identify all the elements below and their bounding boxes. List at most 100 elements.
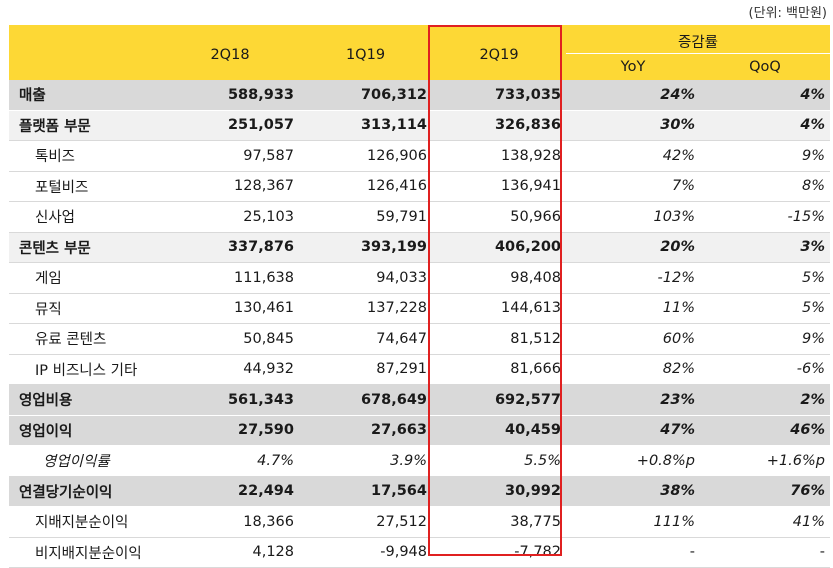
cell-qoq: +1.6%p <box>700 445 830 477</box>
row-label: 톡비즈 <box>9 140 161 172</box>
cell-1q19: 27,512 <box>299 506 432 538</box>
cell-yoy: 42% <box>566 140 700 172</box>
cell-qoq: 9% <box>700 140 830 172</box>
table-row: 콘텐츠 부문 337,876 393,199 406,200 20% 3% <box>9 232 830 263</box>
cell-1q19: 94,033 <box>299 262 432 294</box>
cell-1q19: -9,948 <box>299 537 432 568</box>
cell-2q19: 38,775 <box>432 506 566 538</box>
cell-2q19: 5.5% <box>432 445 566 477</box>
cell-yoy: 82% <box>566 354 700 385</box>
cell-2q18: 130,461 <box>161 293 299 324</box>
cell-yoy: 30% <box>566 110 700 141</box>
cell-qoq: 4% <box>700 80 830 111</box>
cell-1q19: 313,114 <box>299 110 432 141</box>
cell-yoy: 47% <box>566 415 700 446</box>
cell-qoq: 76% <box>700 476 830 507</box>
cell-2q19: 40,459 <box>432 415 566 446</box>
financial-table: 2Q18 1Q19 2Q19 증감률 YoY QoQ 매출 588,933 70… <box>9 25 830 568</box>
cell-1q19: 17,564 <box>299 476 432 507</box>
cell-yoy: 111% <box>566 506 700 538</box>
cell-yoy: 24% <box>566 80 700 111</box>
row-label: 신사업 <box>9 201 161 233</box>
cell-yoy: 60% <box>566 323 700 355</box>
cell-yoy: 103% <box>566 201 700 233</box>
cell-2q19: 692,577 <box>432 384 566 416</box>
table-row: 지배지분순이익 18,366 27,512 38,775 111% 41% <box>9 506 830 538</box>
cell-2q18: 4,128 <box>161 537 299 568</box>
table-row: IP 비즈니스 기타 44,932 87,291 81,666 82% -6% <box>9 354 830 385</box>
cell-2q18: 44,932 <box>161 354 299 385</box>
cell-2q18: 25,103 <box>161 201 299 233</box>
cell-yoy: 38% <box>566 476 700 507</box>
cell-2q18: 97,587 <box>161 140 299 172</box>
table-row: 영업비용 561,343 678,649 692,577 23% 2% <box>9 384 830 416</box>
table-row: 유료 콘텐츠 50,845 74,647 81,512 60% 9% <box>9 323 830 355</box>
header-qoq: QoQ <box>700 53 830 80</box>
table-header-row-1: 2Q18 1Q19 2Q19 증감률 <box>9 25 830 80</box>
cell-qoq: 5% <box>700 262 830 294</box>
cell-qoq: 2% <box>700 384 830 416</box>
cell-2q18: 50,845 <box>161 323 299 355</box>
cell-qoq: 4% <box>700 110 830 141</box>
table-row: 매출 588,933 706,312 733,035 24% 4% <box>9 80 830 111</box>
table-header-row-2: YoY QoQ <box>9 53 830 80</box>
row-label: 비지배지분순이익 <box>9 537 161 568</box>
cell-2q19: 98,408 <box>432 262 566 294</box>
row-label: 플랫폼 부문 <box>9 110 161 141</box>
cell-yoy: 7% <box>566 171 700 202</box>
cell-1q19: 87,291 <box>299 354 432 385</box>
table-row: 플랫폼 부문 251,057 313,114 326,836 30% 4% <box>9 110 830 141</box>
cell-1q19: 126,906 <box>299 140 432 172</box>
cell-1q19: 137,228 <box>299 293 432 324</box>
cell-1q19: 59,791 <box>299 201 432 233</box>
cell-qoq: 46% <box>700 415 830 446</box>
header-yoy: YoY <box>566 53 700 80</box>
cell-qoq: 3% <box>700 232 830 263</box>
row-label: 연결당기순이익 <box>9 476 161 507</box>
row-label: 영업이익 <box>9 415 161 446</box>
cell-2q19: 406,200 <box>432 232 566 263</box>
header-2q19: 2Q19 <box>432 25 566 80</box>
cell-2q19: 144,613 <box>432 293 566 324</box>
cell-2q19: 326,836 <box>432 110 566 141</box>
cell-qoq: -15% <box>700 201 830 233</box>
cell-yoy: -12% <box>566 262 700 294</box>
cell-1q19: 678,649 <box>299 384 432 416</box>
row-label: 영업이익률 <box>9 445 161 477</box>
cell-yoy: 20% <box>566 232 700 263</box>
cell-2q18: 27,590 <box>161 415 299 446</box>
cell-2q18: 588,933 <box>161 80 299 111</box>
cell-qoq: 5% <box>700 293 830 324</box>
cell-qoq: -6% <box>700 354 830 385</box>
cell-yoy: 11% <box>566 293 700 324</box>
cell-qoq: 9% <box>700 323 830 355</box>
cell-1q19: 126,416 <box>299 171 432 202</box>
cell-2q18: 561,343 <box>161 384 299 416</box>
cell-1q19: 393,199 <box>299 232 432 263</box>
table-row: 톡비즈 97,587 126,906 138,928 42% 9% <box>9 140 830 172</box>
table-row: 비지배지분순이익 4,128 -9,948 -7,782 - - <box>9 537 830 568</box>
row-label: 매출 <box>9 80 161 111</box>
cell-2q18: 4.7% <box>161 445 299 477</box>
cell-2q18: 22,494 <box>161 476 299 507</box>
cell-2q19: 81,666 <box>432 354 566 385</box>
table-row: 영업이익률 4.7% 3.9% 5.5% +0.8%p +1.6%p <box>9 445 830 477</box>
cell-2q18: 111,638 <box>161 262 299 294</box>
unit-label: (단위: 백만원) <box>748 6 827 21</box>
header-1q19: 1Q19 <box>299 25 432 80</box>
row-label: 포털비즈 <box>9 171 161 202</box>
cell-2q18: 337,876 <box>161 232 299 263</box>
cell-yoy: - <box>566 537 700 568</box>
cell-2q19: 30,992 <box>432 476 566 507</box>
cell-2q19: 136,941 <box>432 171 566 202</box>
header-change: 증감률 <box>566 25 830 54</box>
table-row: 포털비즈 128,367 126,416 136,941 7% 8% <box>9 171 830 202</box>
row-label: 콘텐츠 부문 <box>9 232 161 263</box>
header-2q18: 2Q18 <box>161 25 299 80</box>
cell-yoy: +0.8%p <box>566 445 700 477</box>
cell-2q18: 251,057 <box>161 110 299 141</box>
cell-qoq: 41% <box>700 506 830 538</box>
table-row: 연결당기순이익 22,494 17,564 30,992 38% 76% <box>9 476 830 507</box>
cell-2q19: 50,966 <box>432 201 566 233</box>
cell-qoq: - <box>700 537 830 568</box>
